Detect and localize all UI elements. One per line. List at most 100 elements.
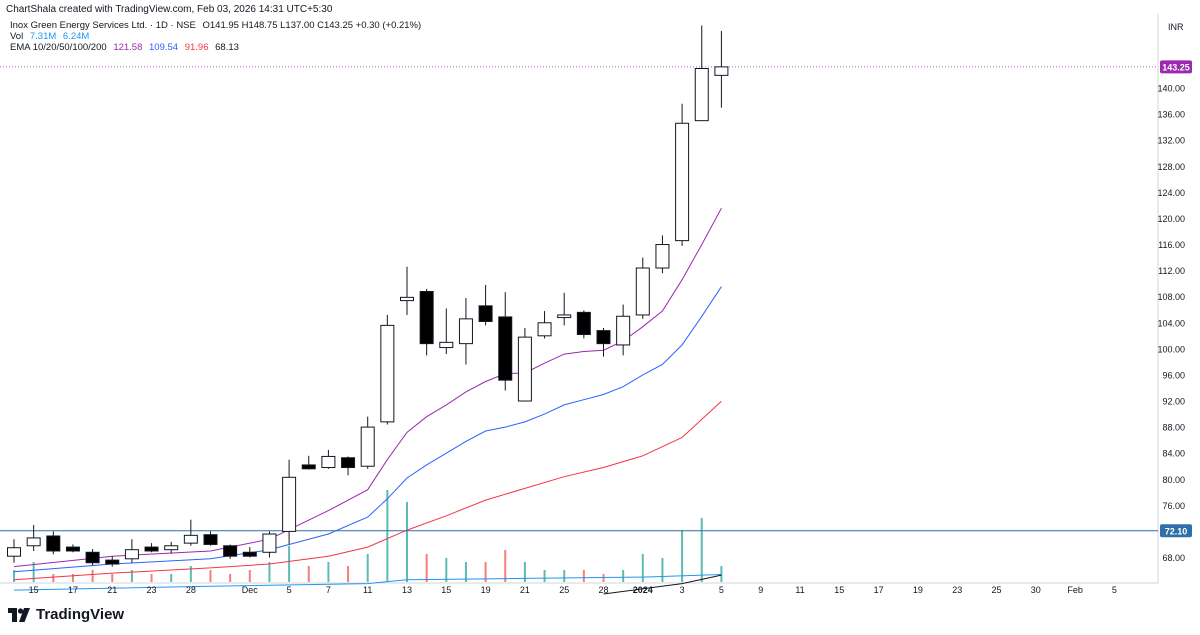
- time-tick-label: 11: [363, 585, 372, 595]
- tradingview-logo-icon: [8, 607, 30, 622]
- price-tick-label: 112.00: [1158, 266, 1185, 276]
- candle-body: [85, 551, 100, 564]
- volume-bar: [661, 558, 664, 582]
- price-chart[interactable]: 68.0072.0076.0080.0084.0088.0092.0096.00…: [0, 0, 1200, 600]
- candle-body: [557, 314, 572, 319]
- volume-bar: [71, 574, 74, 582]
- candle-body: [498, 316, 513, 381]
- volume-bar: [189, 566, 192, 582]
- time-tick-label: 23: [147, 585, 157, 595]
- last-price-tag-label: 143.25: [1162, 62, 1190, 72]
- created-by-text: ChartShala created with TradingView.com,…: [6, 4, 333, 15]
- volume-label: Vol: [10, 31, 24, 42]
- ema-value-100: 68.13: [215, 42, 239, 53]
- volume-bar: [248, 570, 251, 582]
- time-tick-label: 15: [441, 585, 451, 595]
- volume-bar: [386, 490, 389, 582]
- ema-line-ema-50: [13, 400, 722, 581]
- volume-bar: [720, 566, 723, 582]
- volume-value-2: 6.24M: [62, 31, 90, 42]
- candle-body: [321, 455, 336, 469]
- ema-line-ema-10: [13, 207, 722, 568]
- time-tick-label: Feb: [1067, 585, 1083, 595]
- time-tick-label: 7: [326, 585, 331, 595]
- volume-legend[interactable]: Vol 7.31M 6.24M: [10, 31, 93, 42]
- volume-bar: [366, 554, 369, 582]
- volume-bar: [406, 502, 408, 582]
- price-tick-label: 104.00: [1157, 318, 1185, 328]
- volume-bar: [464, 562, 467, 582]
- time-axis: 15 17 21 23 28 Dec 5 7 11 13 15 19 21 25 28 2024 3 5 9 11 15…: [29, 585, 1117, 595]
- volume-bar: [582, 570, 585, 582]
- price-tick-label: 124.00: [1157, 188, 1185, 198]
- volume-bar: [700, 518, 703, 582]
- candle-body: [675, 122, 690, 242]
- volume-bar: [229, 574, 232, 582]
- volume-bar: [13, 570, 15, 582]
- candle-body: [576, 311, 591, 336]
- ema-lines: [13, 207, 722, 595]
- time-tick-label: Dec: [242, 585, 259, 595]
- ema-line-ema-100: [13, 574, 722, 591]
- price-tick-label: 84.00: [1162, 449, 1185, 459]
- candle-body: [7, 547, 21, 557]
- last-price-tag-bg: [1160, 60, 1192, 74]
- ema-legend[interactable]: EMA 10/20/50/100/200 121.58 109.54 91.96…: [10, 42, 243, 53]
- candle-body: [517, 336, 532, 402]
- price-tick-label: 108.00: [1157, 292, 1185, 302]
- candle-body: [124, 549, 139, 560]
- volume-bar: [288, 546, 291, 582]
- time-tick-label: 25: [559, 585, 569, 595]
- price-tick-label: 136.00: [1157, 110, 1185, 120]
- time-tick-label: 15: [29, 585, 39, 595]
- candle-body: [419, 290, 434, 345]
- time-tick-label: 28: [598, 585, 608, 595]
- time-tick-label: 21: [520, 585, 530, 595]
- candle-body: [478, 305, 493, 322]
- time-tick-label: 28: [186, 585, 196, 595]
- price-tick-label: 132.00: [1157, 136, 1185, 146]
- volume-bar: [52, 574, 55, 582]
- volume-bar: [327, 562, 330, 582]
- symbol-legend[interactable]: Inox Green Energy Services Ltd. · 1D · N…: [10, 20, 425, 31]
- candle-body: [596, 330, 611, 345]
- price-tick-label: 140.00: [1157, 84, 1185, 94]
- ema-line-ema-200: [603, 574, 722, 595]
- volume-bar: [91, 570, 94, 582]
- time-tick-label: 17: [68, 585, 78, 595]
- volume-bar: [504, 550, 507, 582]
- ohlc-values: O141.95 H148.75 L137.00 C143.25 +0.30 (+…: [202, 20, 422, 31]
- candle-body: [262, 533, 277, 553]
- volume-bar: [209, 570, 212, 582]
- candle-body: [164, 545, 179, 551]
- volume-bars: [13, 490, 723, 582]
- candle-body: [380, 324, 395, 423]
- time-tick-label: 25: [991, 585, 1001, 595]
- chart-header: ChartShala created with TradingView.com,…: [6, 4, 332, 16]
- candle-body: [655, 244, 670, 269]
- ema-line-ema-20: [13, 286, 722, 573]
- volume-bar: [307, 566, 310, 582]
- time-tick-label: 11: [795, 585, 804, 595]
- volume-bar: [543, 570, 546, 582]
- candle-body: [616, 315, 631, 346]
- time-tick-label: 13: [402, 585, 412, 595]
- tradingview-brand-text: TradingView: [36, 606, 125, 623]
- candles: [7, 25, 729, 567]
- volume-bar: [641, 554, 644, 582]
- volume-bar: [170, 574, 173, 582]
- candle-body: [714, 66, 729, 76]
- currency-label[interactable]: INR: [1168, 22, 1184, 32]
- candle-body: [439, 341, 454, 349]
- volume-bar: [111, 574, 114, 582]
- price-tick-label: 96.00: [1162, 370, 1185, 380]
- tradingview-brand[interactable]: TradingView: [8, 606, 124, 623]
- candle-body: [458, 318, 473, 345]
- ema-value-20: 109.54: [149, 42, 179, 53]
- candle-body: [26, 537, 41, 547]
- volume-bar: [268, 562, 271, 582]
- volume-bar: [484, 562, 487, 582]
- candle-body: [537, 322, 552, 337]
- ema-value-50: 91.96: [184, 42, 209, 53]
- volume-bar: [563, 570, 566, 582]
